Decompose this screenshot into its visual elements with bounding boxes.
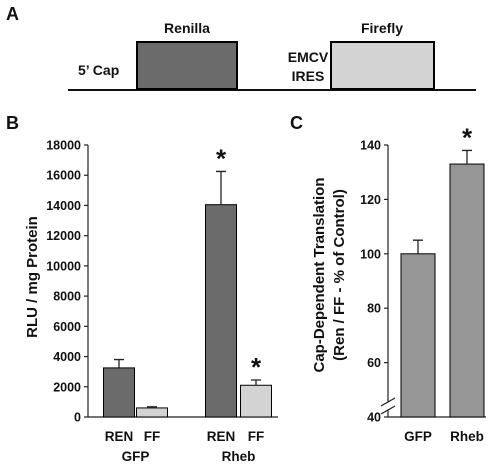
panel-c-bar-rheb (449, 163, 485, 418)
panel-b-significance-star: * (251, 352, 262, 382)
panel-c-y-tick-label: 100 (360, 247, 381, 261)
panel-c-error-bar (413, 239, 423, 254)
firefly-box (330, 41, 435, 90)
panel-b-y-tick-label: 2000 (53, 380, 81, 394)
panel-b-y-tick-label: 12000 (46, 229, 81, 243)
panel-b-letter: B (6, 113, 19, 133)
panel-a-letter: A (6, 4, 19, 24)
panel-c-y-tick-label: 140 (360, 139, 381, 153)
panel-c-significance-star: * (462, 122, 473, 152)
panel-c-y-axis-title-line2: (Ren / FF - % of Control) (331, 189, 348, 361)
panel-b-y-tick-label: 16000 (46, 169, 81, 183)
panel-b-y-tick-label: 14000 (46, 199, 81, 213)
panel-b-error-bar (251, 379, 261, 386)
panel-a-diagram: A 5’ Cap Renilla EMCV IRES Firefly (6, 4, 476, 91)
panel-b-significance-star: * (216, 143, 227, 173)
panel-c-y-tick-label: 40 (367, 411, 381, 425)
panel-b-bar-rheb-ren (205, 204, 237, 418)
panel-b-bar-rheb-ff (240, 384, 272, 418)
panel-b-y-tick-label: 18000 (46, 139, 81, 153)
panel-b-category-label: REN (105, 429, 134, 444)
panel-c-y-tick-label: 60 (367, 356, 381, 370)
renilla-box (136, 41, 238, 90)
panel-b-group-label: Rheb (222, 449, 256, 464)
ires-label-line2: IRES (292, 68, 325, 84)
panel-c-category-label: GFP (404, 429, 432, 444)
panel-c-error-bar (462, 149, 472, 165)
panel-c-bar-gfp (400, 253, 436, 418)
renilla-label: Renilla (164, 20, 210, 36)
panel-b-category-label: FF (144, 429, 161, 444)
panel-c-category-label: Rheb (450, 429, 484, 444)
ires-label-line1: EMCV (288, 49, 329, 65)
panel-c-letter: C (290, 113, 303, 133)
firefly-label: Firefly (361, 20, 403, 36)
panel-b-group-label: GFP (122, 449, 150, 464)
panel-b-error-bar (216, 170, 226, 205)
panel-c-y-tick-label: 120 (360, 193, 381, 207)
panel-b-y-tick-label: 4000 (53, 350, 81, 364)
panel-b-category-label: REN (207, 429, 236, 444)
panel-c-y-axis-title-line1: Cap-Dependent Translation (311, 177, 328, 372)
cap-label: 5’ Cap (78, 62, 119, 78)
panel-c-chart: C Cap-Dependent Translation (Ren / FF - … (290, 113, 486, 444)
panel-b-y-axis-title: RLU / mg Protein (24, 216, 41, 338)
panel-b-y-tick-label: 10000 (46, 259, 81, 273)
panel-b-y-tick-label: 6000 (53, 320, 81, 334)
panel-b-category-label: FF (248, 429, 265, 444)
panel-c-axis-break (380, 397, 396, 415)
panel-b-y-tick-label: 8000 (53, 290, 81, 304)
panel-b-bar-gfp-ff (136, 407, 168, 418)
panel-b-chart: B RLU / mg Protein 0 2000 4000 6000 8000 1000… (6, 113, 278, 464)
panel-b-y-tick-label: 0 (74, 411, 81, 425)
panel-c-y-tick-label: 80 (367, 302, 381, 316)
panel-b-bar-gfp-ren (103, 367, 135, 418)
panel-b-error-bar (114, 358, 124, 368)
panel-b-error-bar (147, 406, 157, 408)
